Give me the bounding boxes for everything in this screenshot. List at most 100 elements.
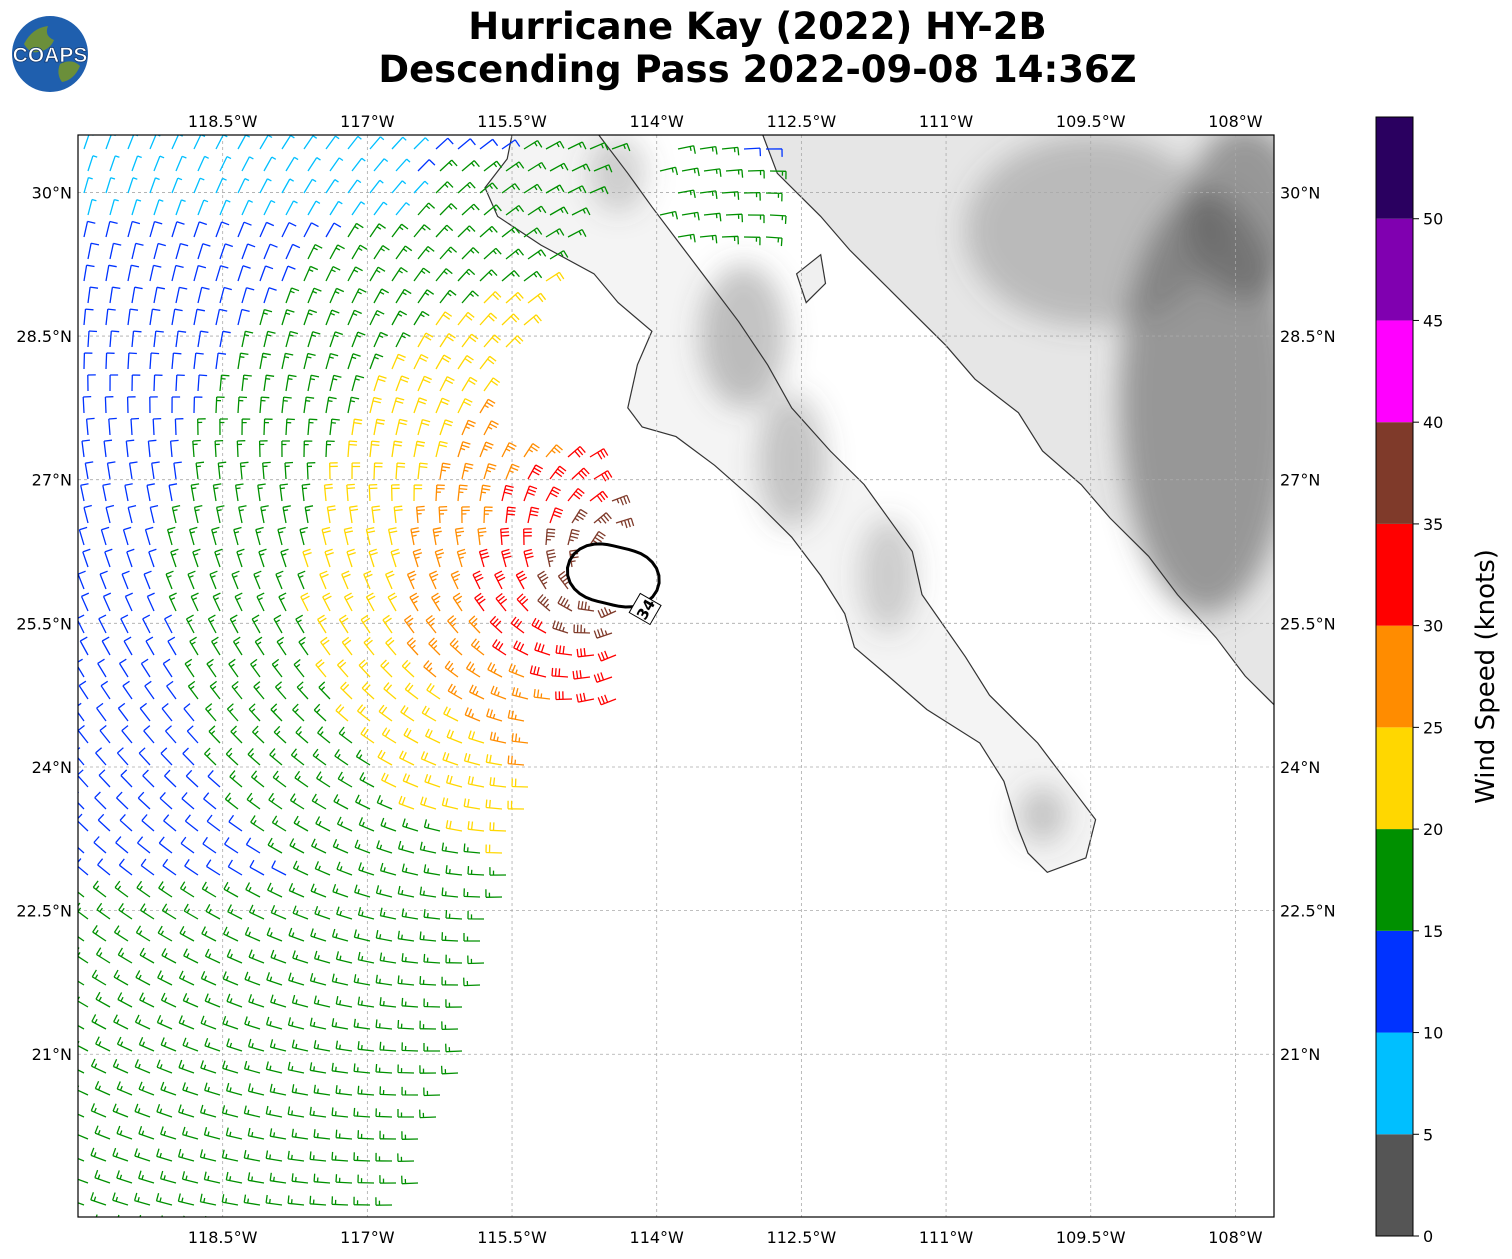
- wind-barb: [435, 484, 445, 502]
- wind-barb: [219, 156, 232, 172]
- wind-barb: [259, 265, 274, 282]
- wind-barb: [184, 859, 199, 876]
- wind-barb: [149, 504, 159, 524]
- wind-barb: [153, 374, 163, 392]
- wind-barb: [219, 199, 231, 216]
- wind-barb: [182, 1082, 199, 1096]
- wind-barb: [487, 662, 503, 678]
- wind-barb: [461, 247, 480, 260]
- wind-barb: [78, 747, 85, 766]
- wind-barb: [270, 949, 287, 964]
- wind-barb: [226, 1216, 229, 1217]
- wind-barb: [78, 658, 85, 678]
- wind-barb: [127, 264, 140, 282]
- wind-barb: [211, 636, 221, 656]
- wind-barb: [379, 1041, 397, 1052]
- wind-barb: [193, 352, 204, 370]
- wind-barb: [102, 483, 111, 502]
- wind-barb: [163, 814, 177, 832]
- wind-barb: [549, 206, 569, 216]
- wind-barb: [335, 1085, 353, 1096]
- wind-barb: [281, 265, 296, 282]
- wind-barb: [83, 352, 93, 370]
- wind-barb: [95, 991, 111, 1008]
- wind-barb: [464, 707, 481, 722]
- wind-barb: [309, 1017, 327, 1030]
- wind-barb: [358, 659, 371, 678]
- wind-barb: [287, 1106, 305, 1118]
- wind-barb: [149, 308, 161, 326]
- wind-barb: [195, 461, 205, 480]
- wind-barb: [162, 658, 173, 678]
- wind-barb: [589, 448, 609, 460]
- wind-barb: [126, 396, 136, 414]
- wind-barb: [351, 244, 368, 260]
- wind-barb: [87, 330, 98, 348]
- wind-barb: [343, 526, 354, 546]
- axis-tick-labels: 118.5°W 118.5°W 117°W 117°W 115.5°W 115.5°W 11…: [16, 112, 1335, 1247]
- wind-barb: [243, 1060, 261, 1074]
- wind-barb: [380, 659, 393, 678]
- wind-barb: [369, 440, 380, 458]
- wind-barb: [721, 146, 740, 156]
- wind-barb: [401, 1042, 419, 1052]
- wind-barb: [391, 310, 408, 326]
- wind-barb: [97, 813, 111, 832]
- wind-barb: [294, 770, 309, 788]
- wind-barb: [397, 1064, 415, 1074]
- wind-barb: [236, 548, 245, 568]
- wind-barb: [401, 997, 419, 1008]
- wind-barb: [545, 486, 561, 502]
- wind-barb: [326, 505, 336, 524]
- wind-barb: [319, 570, 329, 590]
- wind-barb: [183, 948, 199, 964]
- wind-barb: [346, 548, 356, 568]
- wind-barb: [281, 440, 290, 458]
- wind-barb: [557, 570, 570, 590]
- lat-tick-label-left: 27°N: [32, 471, 72, 490]
- wind-barb: [375, 885, 393, 898]
- wind-barb: [193, 221, 208, 238]
- wind-barb: [765, 192, 783, 202]
- wind-barb: [310, 883, 327, 898]
- wind-barb: [507, 709, 525, 722]
- lon-tick-label-bottom: 111°W: [919, 1228, 974, 1247]
- wind-barb: [515, 570, 528, 590]
- wind-barb: [287, 1061, 305, 1074]
- wind-barb: [403, 727, 419, 744]
- wind-barb: [347, 396, 360, 414]
- wind-barb: [397, 840, 415, 854]
- wind-barb: [231, 680, 243, 700]
- wind-barb: [461, 376, 478, 392]
- terrain-blob: [965, 135, 1217, 327]
- wind-barb: [100, 526, 110, 546]
- wind-barb: [325, 352, 339, 370]
- wind-barb: [177, 1148, 195, 1162]
- lon-tick-label-bottom: 115.5°W: [477, 1228, 547, 1247]
- wind-barb: [659, 210, 679, 220]
- wind-barb: [338, 614, 349, 634]
- wind-barb: [325, 440, 335, 458]
- lat-tick-label-right: 22.5°N: [1280, 902, 1336, 921]
- colorbar-bin: [1376, 930, 1413, 1033]
- wind-barb: [197, 243, 211, 260]
- wind-barb: [184, 658, 195, 678]
- wind-barb: [423, 909, 441, 920]
- wind-barb: [501, 548, 512, 568]
- wind-barb: [423, 864, 441, 876]
- wind-barb: [116, 747, 129, 766]
- wind-barb: [139, 947, 155, 964]
- wind-barb: [357, 1085, 375, 1096]
- wind-barb: [87, 374, 96, 392]
- wind-barb: [179, 881, 195, 898]
- wind-barb: [336, 861, 353, 876]
- wind-barb: [375, 929, 393, 942]
- wind-barb: [275, 681, 287, 700]
- wind-barb: [200, 970, 217, 986]
- wind-barb: [309, 1106, 327, 1118]
- wind-barb: [241, 243, 256, 260]
- wind-barb: [244, 926, 261, 942]
- wind-barb: [291, 1084, 309, 1096]
- wind-barb: [400, 705, 415, 722]
